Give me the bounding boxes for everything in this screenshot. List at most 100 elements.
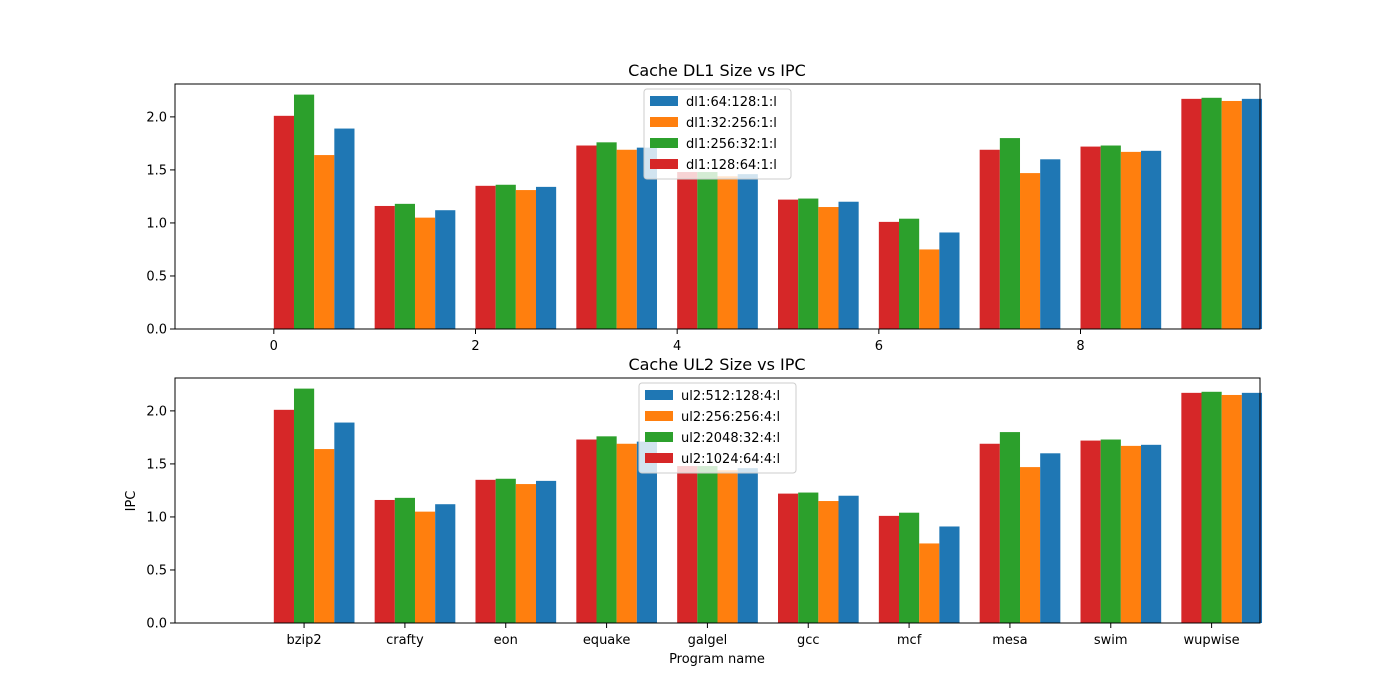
chart-dl1-legend-swatch-dl1-32-256-1-l bbox=[650, 117, 678, 127]
chart-dl1-yticks: 0.0 0.5 1.0 1.5 2.0 bbox=[146, 110, 175, 338]
chart-ul2-bar-ul2-1024-64-4-l-2 bbox=[475, 479, 496, 623]
chart-ul2-ytick-label-1-0: 1.0 bbox=[146, 510, 167, 525]
chart-dl1-title: Cache DL1 Size vs IPC bbox=[628, 61, 806, 80]
chart-ul2-xtick-label-galgel: galgel bbox=[688, 633, 728, 648]
chart-ul2-xtick-label-wupwise: wupwise bbox=[1184, 633, 1240, 648]
chart-ul2-legend-label-ul2-512-128-4-l: ul2:512:128:4:l bbox=[681, 389, 780, 404]
chart-dl1-bar-dl1-128-64-1-l-8 bbox=[1080, 146, 1101, 329]
chart-ul2-bar-ul2-1024-64-4-l-3 bbox=[576, 439, 597, 623]
chart-dl1-bar-dl1-256-32-1-l-4 bbox=[697, 172, 718, 329]
chart-ul2-legend: ul2:512:128:4:l ul2:256:256:4:l ul2:2048:3… bbox=[638, 382, 797, 474]
chart-ul2-bar-ul2-1024-64-4-l-7 bbox=[979, 443, 1000, 623]
chart-ul2-title: Cache UL2 Size vs IPC bbox=[628, 355, 805, 374]
chart-dl1-bar-dl1-64-128-1-l-6 bbox=[939, 232, 960, 329]
chart-ul2-yticks: 0.0 0.5 1.0 1.5 2.0 bbox=[146, 404, 175, 632]
chart-ul2-bar-ul2-2048-32-4-l-5 bbox=[798, 492, 819, 623]
chart-dl1-legend-swatch-dl1-256-32-1-l bbox=[650, 138, 678, 148]
chart-ul2-bar-ul2-2048-32-4-l-1 bbox=[394, 497, 415, 623]
chart-ul2: Cache UL2 Size vs IPC IPC Program name 0… bbox=[124, 355, 1263, 667]
chart-dl1-bar-dl1-256-32-1-l-1 bbox=[394, 203, 415, 329]
chart-ul2-bar-ul2-512-128-4-l-9 bbox=[1241, 392, 1263, 623]
chart-dl1-bar-dl1-64-128-1-l-3 bbox=[636, 147, 657, 329]
chart-dl1-legend-box bbox=[643, 88, 792, 180]
chart-dl1-ytick-label-1-5: 1.5 bbox=[146, 163, 167, 178]
chart-ul2-bar-ul2-256-256-4-l-2 bbox=[515, 484, 536, 623]
chart-ul2-bar-ul2-256-256-4-l-1 bbox=[414, 511, 436, 623]
chart-ul2-bar-ul2-2048-32-4-l-9 bbox=[1201, 391, 1222, 623]
chart-dl1-xticks: 0 2 4 6 8 bbox=[270, 329, 1085, 354]
chart-ul2-bar-ul2-256-256-4-l-6 bbox=[919, 543, 940, 623]
chart-dl1-legend-label-dl1-64-128-1-l: dl1:64:128:1:l bbox=[686, 95, 777, 110]
chart-ul2-bar-ul2-1024-64-4-l-9 bbox=[1181, 392, 1202, 623]
chart-dl1-legend-swatch-dl1-64-128-1-l bbox=[650, 96, 678, 106]
chart-ul2-bar-ul2-2048-32-4-l-3 bbox=[596, 436, 617, 623]
chart-ul2-ytick-label-1-5: 1.5 bbox=[146, 457, 167, 472]
chart-dl1-xtick-label-4: 4 bbox=[673, 339, 681, 354]
chart-ul2-bar-ul2-256-256-4-l-8 bbox=[1120, 445, 1142, 623]
chart-ul2-legend-label-ul2-1024-64-4-l: ul2:1024:64:4:l bbox=[681, 452, 780, 467]
chart-ul2-legend-swatch-ul2-512-128-4-l bbox=[645, 390, 673, 400]
chart-ul2-bar-ul2-1024-64-4-l-8 bbox=[1080, 440, 1101, 623]
chart-ul2-bar-ul2-512-128-4-l-5 bbox=[838, 495, 859, 623]
chart-ul2-bar-ul2-256-256-4-l-3 bbox=[616, 443, 637, 623]
chart-ul2-bars bbox=[273, 388, 1263, 623]
chart-ul2-bar-ul2-512-128-4-l-3 bbox=[636, 441, 657, 623]
chart-dl1-bar-dl1-64-128-1-l-8 bbox=[1141, 150, 1162, 329]
chart-ul2-bar-ul2-256-256-4-l-7 bbox=[1020, 467, 1041, 623]
chart-dl1-bar-dl1-256-32-1-l-3 bbox=[596, 142, 617, 329]
chart-dl1-bar-dl1-64-128-1-l-9 bbox=[1241, 98, 1263, 329]
chart-dl1-bar-dl1-32-256-1-l-7 bbox=[1020, 173, 1041, 329]
chart-ul2-xtick-label-crafty: crafty bbox=[386, 633, 424, 648]
chart-dl1-bar-dl1-256-32-1-l-9 bbox=[1201, 97, 1222, 329]
chart-ul2-bar-ul2-512-128-4-l-6 bbox=[939, 526, 960, 623]
chart-ul2-xtick-label-eon: eon bbox=[494, 633, 518, 648]
chart-dl1-bars bbox=[273, 94, 1263, 329]
chart-dl1-ytick-label-2-0: 2.0 bbox=[146, 110, 167, 125]
chart-dl1-bar-dl1-64-128-1-l-5 bbox=[838, 201, 859, 329]
chart-dl1-bar-dl1-32-256-1-l-4 bbox=[717, 176, 738, 329]
chart-ul2-legend-swatch-ul2-256-256-4-l bbox=[645, 411, 673, 421]
chart-dl1-ytick-label-0-0: 0.0 bbox=[146, 323, 167, 338]
chart-dl1-bar-dl1-32-256-1-l-0 bbox=[314, 155, 335, 329]
chart-ul2-bar-ul2-512-128-4-l-1 bbox=[435, 504, 456, 623]
chart-dl1-bar-dl1-128-64-1-l-7 bbox=[979, 149, 1000, 329]
chart-ul2-legend-swatch-ul2-1024-64-4-l bbox=[645, 453, 673, 463]
chart-ul2-xtick-label-gcc: gcc bbox=[797, 633, 820, 648]
chart-ul2-bar-ul2-512-128-4-l-7 bbox=[1040, 453, 1061, 623]
chart-ul2-xtick-label-mcf: mcf bbox=[897, 633, 922, 648]
chart-dl1-bar-dl1-32-256-1-l-6 bbox=[919, 249, 940, 329]
chart-ul2-ytick-label-0-0: 0.0 bbox=[146, 617, 167, 632]
chart-dl1-bar-dl1-256-32-1-l-7 bbox=[999, 138, 1021, 329]
chart-ul2-bar-ul2-2048-32-4-l-0 bbox=[293, 388, 315, 623]
chart-dl1-xtick-label-2: 2 bbox=[471, 339, 479, 354]
chart-ul2-bar-ul2-1024-64-4-l-4 bbox=[677, 466, 698, 623]
chart-ul2-bar-ul2-2048-32-4-l-6 bbox=[899, 512, 920, 623]
chart-ul2-xtick-label-bzip2: bzip2 bbox=[286, 633, 321, 648]
chart-ul2-xtick-label-swim: swim bbox=[1094, 633, 1128, 648]
chart-dl1-legend: dl1:64:128:1:l dl1:32:256:1:l dl1:256:32:1… bbox=[643, 88, 792, 180]
chart-ul2-bar-ul2-512-128-4-l-8 bbox=[1141, 444, 1162, 623]
chart-ul2-bar-ul2-1024-64-4-l-0 bbox=[273, 409, 294, 623]
chart-dl1-legend-label-dl1-32-256-1-l: dl1:32:256:1:l bbox=[686, 116, 777, 131]
chart-ul2-legend-box bbox=[638, 382, 797, 474]
chart-ul2-bar-ul2-1024-64-4-l-6 bbox=[878, 515, 900, 623]
chart-dl1-bar-dl1-128-64-1-l-0 bbox=[273, 115, 294, 329]
chart-ul2-bar-ul2-2048-32-4-l-4 bbox=[697, 466, 718, 623]
chart-ul2-bar-ul2-256-256-4-l-9 bbox=[1221, 394, 1242, 623]
chart-dl1-bar-dl1-128-64-1-l-2 bbox=[475, 185, 496, 329]
chart-dl1-bar-dl1-32-256-1-l-5 bbox=[818, 207, 839, 329]
chart-dl1-bar-dl1-128-64-1-l-3 bbox=[576, 145, 597, 329]
chart-dl1-bar-dl1-128-64-1-l-6 bbox=[878, 221, 900, 329]
chart-dl1-bar-dl1-256-32-1-l-6 bbox=[899, 218, 920, 329]
chart-dl1-bar-dl1-128-64-1-l-5 bbox=[778, 199, 799, 329]
chart-dl1-ytick-label-1-0: 1.0 bbox=[146, 216, 167, 231]
chart-ul2-bar-ul2-2048-32-4-l-8 bbox=[1100, 439, 1121, 623]
chart-dl1-ytick-label-0-5: 0.5 bbox=[146, 269, 167, 284]
chart-dl1-bar-dl1-256-32-1-l-0 bbox=[293, 94, 315, 329]
chart-ul2-bar-ul2-256-256-4-l-4 bbox=[717, 470, 738, 623]
chart-ul2-legend-label-ul2-2048-32-4-l: ul2:2048:32:4:l bbox=[681, 431, 780, 446]
chart-ul2-xticks: bzip2 crafty eon equake galgel gcc mcf mesa swim… bbox=[286, 623, 1240, 648]
chart-ul2-bar-ul2-512-128-4-l-4 bbox=[737, 468, 758, 623]
chart-ul2-bar-ul2-2048-32-4-l-7 bbox=[999, 432, 1021, 623]
